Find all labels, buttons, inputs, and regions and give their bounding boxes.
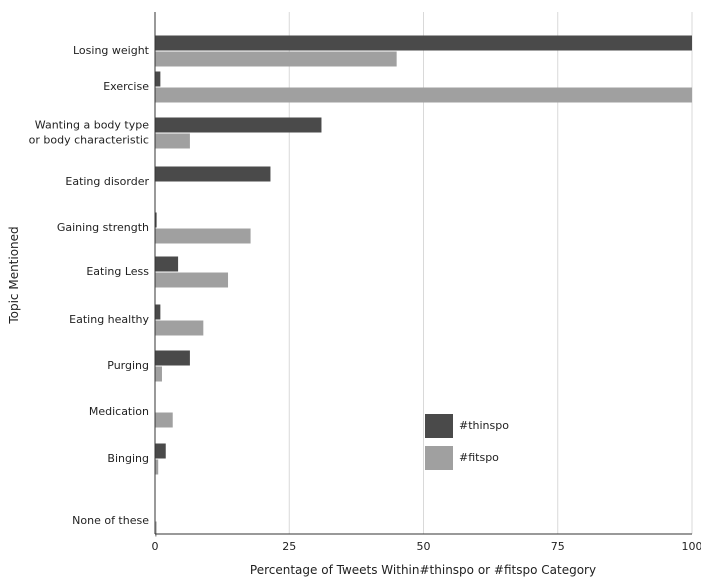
category-label: Wanting a body type or body characteristi… <box>29 119 150 147</box>
category-labels: Losing weight Exercise Wanting a body type… <box>29 44 150 527</box>
bar <box>155 87 692 103</box>
bar <box>155 35 692 51</box>
x-tick-label: 25 <box>282 540 296 553</box>
bar <box>155 212 157 228</box>
category-label: Losing weight <box>73 44 150 57</box>
bar <box>155 272 229 288</box>
legend-swatch <box>425 446 453 470</box>
legend: #thinspo #fitspo <box>425 414 509 470</box>
bar <box>155 366 162 382</box>
bar <box>155 412 173 428</box>
bar <box>155 304 161 320</box>
x-tick-label: 100 <box>682 540 701 553</box>
bars <box>155 35 692 537</box>
bar <box>155 51 397 67</box>
x-tick-labels: 0 25 50 75 100 <box>152 540 701 553</box>
bar <box>155 350 190 366</box>
y-axis-title: Topic Mentioned <box>7 226 21 324</box>
x-tick-label: 50 <box>417 540 431 553</box>
bar <box>155 256 179 272</box>
bar <box>155 228 251 244</box>
category-label: None of these <box>72 514 149 527</box>
x-tick-label: 0 <box>152 540 159 553</box>
x-axis-title: Percentage of Tweets Within#thinspo or #… <box>250 563 596 577</box>
legend-label: #thinspo <box>459 419 509 432</box>
bar <box>155 459 159 475</box>
bar <box>155 320 204 336</box>
category-label: Exercise <box>103 80 149 93</box>
bar <box>155 133 190 149</box>
bar <box>155 521 157 537</box>
category-label: Purging <box>107 359 149 372</box>
legend-swatch <box>425 414 453 438</box>
legend-label: #fitspo <box>459 451 499 464</box>
category-label: Binging <box>107 452 149 465</box>
bar <box>155 443 166 459</box>
category-label: Eating Less <box>86 265 149 278</box>
bar <box>155 166 271 182</box>
bar <box>155 117 322 133</box>
category-label: Eating healthy <box>69 313 149 326</box>
category-label: Eating disorder <box>65 175 149 188</box>
bar <box>155 71 161 87</box>
axes <box>154 12 692 535</box>
category-label: Gaining strength <box>57 221 149 234</box>
category-label: Medication <box>89 405 149 418</box>
x-tick-label: 75 <box>551 540 565 553</box>
